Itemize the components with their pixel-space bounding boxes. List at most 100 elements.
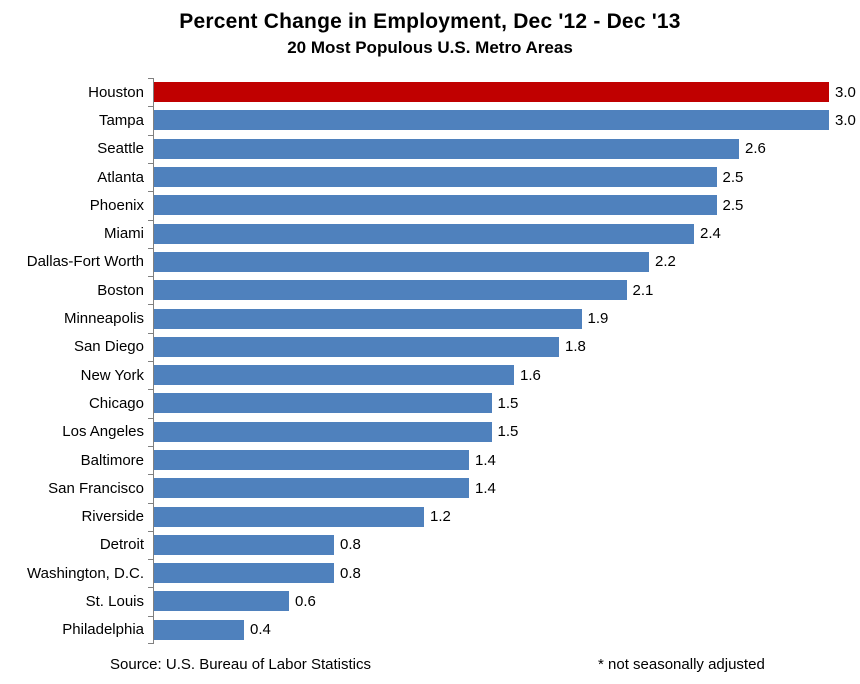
plot-area: 3.0 3.0 2.6 2.5 2.5 2.4 2.2 2.1 1.9 1.8 1.6 1.5 1.5 1… bbox=[148, 78, 856, 644]
axis-tick bbox=[148, 304, 154, 306]
source-note: Source: U.S. Bureau of Labor Statistics bbox=[110, 656, 371, 673]
category-label: Seattle bbox=[97, 140, 144, 158]
bar-row: 2.2 bbox=[154, 248, 829, 276]
category-label: Miami bbox=[104, 225, 144, 243]
value-label: 3.0 bbox=[835, 111, 856, 129]
bar bbox=[154, 478, 469, 499]
bar-row: 1.5 bbox=[154, 418, 829, 446]
bar-row: 2.6 bbox=[154, 135, 829, 163]
axis-tick bbox=[148, 361, 154, 362]
axis-tick bbox=[148, 559, 154, 561]
bar-row: 2.1 bbox=[154, 276, 829, 304]
category-label: San Francisco bbox=[48, 479, 144, 497]
axis-tick bbox=[148, 276, 154, 278]
axis-tick bbox=[148, 162, 154, 164]
category-label: Washington, D.C. bbox=[27, 564, 144, 582]
bar-chart: Houston Tampa Seattle Atlanta Phoenix Miami Da… bbox=[0, 78, 860, 644]
bar bbox=[154, 534, 334, 555]
category-label: Atlanta bbox=[97, 168, 144, 186]
bar-row: 1.4 bbox=[154, 474, 829, 502]
bar-row: 2.5 bbox=[154, 163, 829, 191]
bar-row: 1.8 bbox=[154, 333, 829, 361]
category-axis-labels: Houston Tampa Seattle Atlanta Phoenix Miami Da… bbox=[0, 78, 144, 644]
axis-tick bbox=[148, 78, 154, 79]
bar bbox=[154, 195, 717, 216]
bar bbox=[154, 251, 649, 272]
category-label: Houston bbox=[88, 83, 144, 101]
bar bbox=[154, 110, 829, 131]
bar bbox=[154, 308, 582, 329]
bar-row: 1.4 bbox=[154, 446, 829, 474]
bar-row: 2.4 bbox=[154, 219, 829, 247]
bar-row: 0.6 bbox=[154, 587, 829, 615]
bar-row: 0.4 bbox=[154, 616, 829, 644]
bar-row: 3.0 bbox=[154, 78, 856, 106]
value-label: 1.6 bbox=[520, 366, 541, 384]
value-label: 1.8 bbox=[565, 338, 586, 356]
bar bbox=[154, 563, 334, 584]
bar bbox=[154, 82, 829, 103]
axis-tick bbox=[148, 587, 154, 589]
category-label: St. Louis bbox=[85, 592, 144, 610]
value-label: 0.8 bbox=[340, 564, 361, 582]
value-label: 3.0 bbox=[835, 83, 856, 101]
axis-tick bbox=[148, 247, 154, 249]
category-label: Baltimore bbox=[80, 451, 144, 469]
axis-tick bbox=[148, 474, 154, 476]
bar bbox=[154, 506, 424, 527]
value-label: 0.4 bbox=[250, 621, 271, 639]
bar-row: 1.9 bbox=[154, 304, 829, 332]
value-label: 1.2 bbox=[430, 508, 451, 526]
axis-tick bbox=[148, 530, 154, 532]
value-label: 0.6 bbox=[295, 592, 316, 610]
bar bbox=[154, 365, 514, 386]
category-label: San Diego bbox=[73, 338, 144, 356]
bar bbox=[154, 280, 627, 301]
value-label: 1.5 bbox=[497, 423, 519, 441]
bar-row: 1.5 bbox=[154, 389, 829, 417]
axis-tick bbox=[148, 389, 154, 391]
category-label: Los Angeles bbox=[62, 423, 144, 441]
chart-subtitle: 20 Most Populous U.S. Metro Areas bbox=[287, 38, 573, 57]
bar-row: 0.8 bbox=[154, 559, 829, 587]
category-label: Tampa bbox=[98, 111, 144, 129]
bar-row: 0.8 bbox=[154, 531, 829, 559]
category-label: Riverside bbox=[81, 508, 144, 526]
axis-tick bbox=[148, 445, 154, 447]
axis-tick bbox=[148, 134, 154, 136]
axis-tick bbox=[148, 191, 154, 193]
axis-tick bbox=[148, 417, 154, 419]
value-label: 1.4 bbox=[475, 451, 496, 469]
axis-tick bbox=[148, 643, 154, 644]
value-label: 2.2 bbox=[655, 253, 676, 271]
bar bbox=[154, 393, 492, 414]
chart-title: Percent Change in Employment, Dec '12 - … bbox=[179, 10, 681, 33]
value-label: 1.4 bbox=[475, 479, 496, 497]
category-label: Minneapolis bbox=[63, 310, 144, 328]
value-label: 2.5 bbox=[722, 168, 744, 186]
bar-row: 1.6 bbox=[154, 361, 829, 389]
axis-tick bbox=[148, 332, 154, 334]
bar-row: 3.0 bbox=[154, 106, 856, 134]
category-label: New York bbox=[80, 366, 144, 384]
value-label: 2.1 bbox=[632, 281, 654, 299]
axis-tick bbox=[148, 219, 154, 221]
axis-tick bbox=[148, 502, 154, 504]
category-label: Detroit bbox=[99, 536, 144, 554]
bar bbox=[154, 591, 289, 612]
bar-row: 2.5 bbox=[154, 191, 829, 219]
value-label: 0.8 bbox=[340, 536, 361, 554]
bar bbox=[154, 167, 717, 188]
bar bbox=[154, 336, 559, 357]
category-label: Dallas-Fort Worth bbox=[26, 253, 144, 271]
value-label: 1.5 bbox=[497, 394, 519, 412]
bar bbox=[154, 138, 739, 159]
seasonal-adjustment-note: * not seasonally adjusted bbox=[598, 656, 765, 673]
bar bbox=[154, 619, 244, 640]
axis-tick bbox=[148, 106, 154, 108]
bar bbox=[154, 223, 694, 244]
value-label: 2.6 bbox=[745, 140, 766, 158]
category-label: Philadelphia bbox=[62, 621, 144, 639]
bar bbox=[154, 421, 492, 442]
bar-row: 1.2 bbox=[154, 502, 829, 530]
